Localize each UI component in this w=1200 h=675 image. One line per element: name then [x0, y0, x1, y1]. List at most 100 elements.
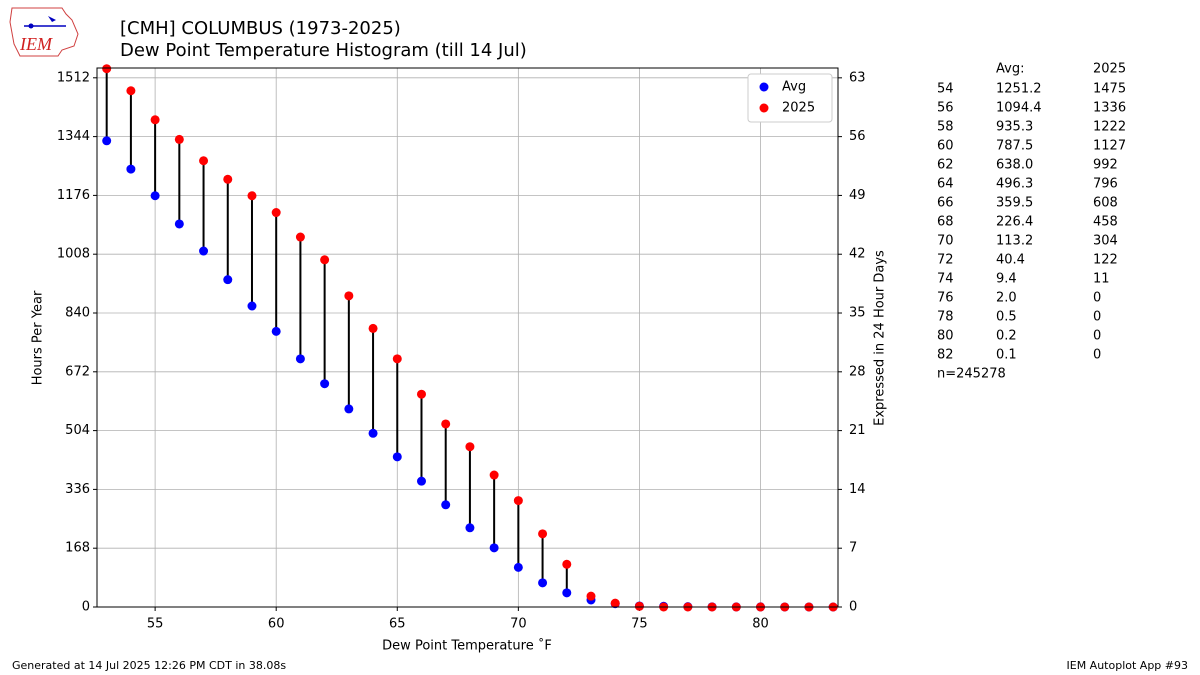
table-cell: 62 — [937, 158, 954, 173]
point — [320, 255, 330, 265]
table-cell: 0 — [1093, 329, 1101, 344]
table-cell: 638.0 — [996, 158, 1033, 173]
x-tick-label: 65 — [389, 617, 406, 632]
y2-axis-label: Expressed in 24 Hour Days — [873, 250, 888, 426]
y2-tick-label: 14 — [849, 482, 866, 497]
table-cell: 70 — [937, 234, 954, 249]
table-cell: 796 — [1093, 177, 1118, 192]
table-cell: 1251.2 — [996, 82, 1042, 97]
point — [174, 134, 184, 144]
y-tick-label: 1344 — [57, 129, 90, 144]
y2-tick-label: 35 — [849, 306, 866, 321]
point — [489, 543, 499, 553]
y-tick-label: 672 — [65, 364, 90, 379]
table-cell: 82 — [937, 348, 954, 363]
point — [150, 191, 160, 201]
x-tick-label: 55 — [147, 617, 164, 632]
point — [441, 500, 451, 510]
table-cell: 1127 — [1093, 139, 1126, 154]
table-cell: 0 — [1093, 291, 1101, 306]
footer-right: IEM Autoplot App #93 — [1067, 659, 1189, 672]
y-tick-label: 1008 — [57, 247, 90, 262]
x-tick-label: 60 — [268, 617, 285, 632]
x-tick-label: 70 — [510, 617, 527, 632]
point — [271, 208, 281, 218]
y-tick-label: 0 — [82, 600, 90, 615]
x-tick-label: 80 — [752, 617, 769, 632]
table-cell: 74 — [937, 272, 954, 287]
point — [368, 323, 378, 333]
table-cell: 2.0 — [996, 291, 1017, 306]
y-tick-label: 168 — [65, 541, 90, 556]
table-cell: 787.5 — [996, 139, 1033, 154]
table-cell: 496.3 — [996, 177, 1033, 192]
point — [562, 559, 572, 569]
table-cell: 54 — [937, 82, 954, 97]
point — [441, 419, 451, 429]
point — [538, 529, 548, 539]
legend-marker — [759, 82, 769, 92]
table-cell: 608 — [1093, 196, 1118, 211]
table-cell: 60 — [937, 139, 954, 154]
y-tick-label: 336 — [65, 482, 90, 497]
table-cell: 58 — [937, 120, 954, 135]
table-cell: 64 — [937, 177, 954, 192]
point — [223, 174, 233, 184]
point — [174, 219, 184, 229]
table-cell: 304 — [1093, 234, 1118, 249]
point — [295, 354, 305, 364]
x-tick-label: 75 — [631, 617, 648, 632]
y2-tick-label: 7 — [849, 541, 857, 556]
table-cell: 9.4 — [996, 272, 1017, 287]
table-cell: 113.2 — [996, 234, 1033, 249]
y-tick-label: 840 — [65, 306, 90, 321]
y2-tick-label: 0 — [849, 600, 857, 615]
y-tick-label: 504 — [65, 423, 90, 438]
point — [634, 601, 644, 611]
y-tick-label: 1512 — [57, 70, 90, 85]
point — [295, 232, 305, 242]
point — [199, 156, 209, 166]
legend-label: Avg — [782, 80, 806, 95]
point — [247, 301, 257, 311]
point — [465, 442, 475, 452]
legend-label: 2025 — [782, 101, 815, 116]
table-footer: n=245278 — [937, 367, 1006, 382]
table-header: 2025 — [1093, 62, 1126, 77]
table-cell: 226.4 — [996, 215, 1033, 230]
table-cell: 935.3 — [996, 120, 1033, 135]
table-cell: 1475 — [1093, 82, 1126, 97]
table-cell: 68 — [937, 215, 954, 230]
table-cell: 78 — [937, 310, 954, 325]
point — [513, 496, 523, 506]
point — [126, 86, 136, 96]
y-tick-label: 1176 — [57, 188, 90, 203]
logo: IEM — [9, 7, 79, 57]
table-cell: 0.2 — [996, 329, 1017, 344]
y2-tick-label: 49 — [849, 188, 866, 203]
table-cell: 122 — [1093, 253, 1118, 268]
table-cell: 359.5 — [996, 196, 1033, 211]
table-cell: 1336 — [1093, 101, 1126, 116]
legend-marker — [759, 103, 769, 113]
table-cell: 0.1 — [996, 348, 1017, 363]
chart-title: [CMH] COLUMBUS (1973-2025) — [120, 18, 401, 39]
point — [513, 562, 523, 572]
point — [271, 326, 281, 336]
point — [247, 191, 257, 201]
legend-box — [747, 73, 833, 123]
point — [489, 470, 499, 480]
table-cell: 66 — [937, 196, 954, 211]
point — [416, 389, 426, 399]
y2-tick-label: 63 — [849, 70, 866, 85]
point — [416, 476, 426, 486]
table-cell: 80 — [937, 329, 954, 344]
logo-text: IEM — [19, 34, 53, 54]
point — [126, 164, 136, 174]
point — [392, 452, 402, 462]
point — [320, 379, 330, 389]
point — [610, 598, 620, 608]
point — [150, 115, 160, 125]
point — [368, 428, 378, 438]
